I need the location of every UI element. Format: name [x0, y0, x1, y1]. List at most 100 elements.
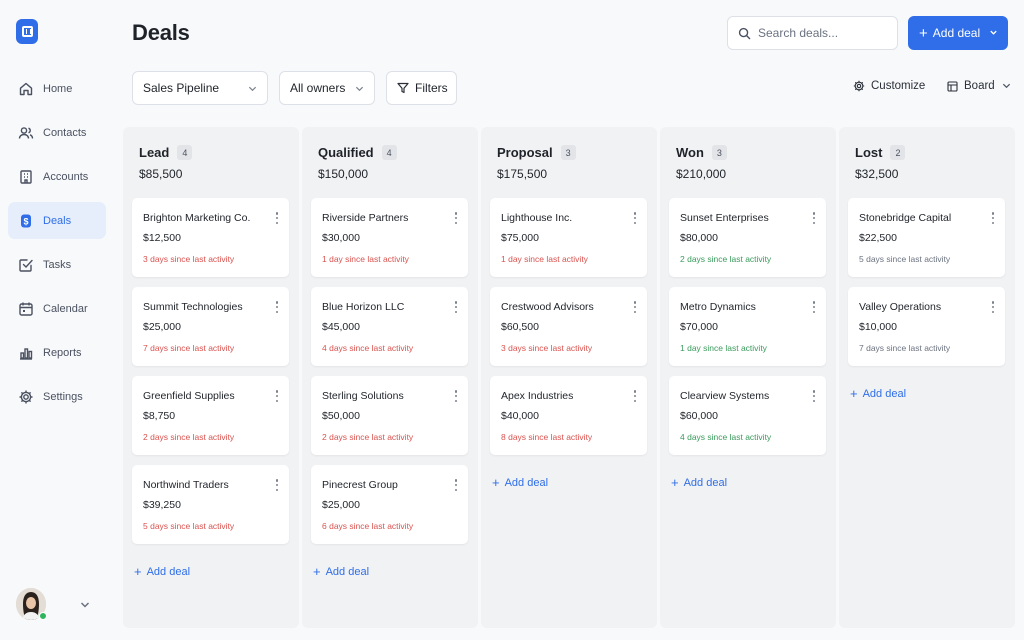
deal-name: Northwind Traders — [143, 479, 229, 491]
more-vertical-icon[interactable] — [454, 479, 458, 491]
sidebar-item-contacts[interactable]: Contacts — [8, 114, 106, 151]
deal-activity: 2 days since last activity — [143, 432, 235, 442]
column-lead: Lead 4 $85,500 Brighton Marketing Co. $12,50… — [123, 127, 299, 628]
sidebar: Home Contacts Accounts $ Deals Tasks Cal… — [0, 0, 116, 640]
more-vertical-icon[interactable] — [454, 390, 458, 402]
deal-value: $22,500 — [859, 232, 897, 244]
add-deal-in-column-button[interactable]: + Add deal — [134, 565, 190, 578]
pipeline-select[interactable]: Sales Pipeline — [132, 71, 268, 105]
deal-card[interactable]: Brighton Marketing Co. $12,500 3 days sinc… — [132, 198, 289, 277]
avatar[interactable] — [16, 588, 47, 620]
users-icon — [18, 125, 34, 141]
column-count-badge: 3 — [711, 145, 727, 160]
more-vertical-icon[interactable] — [454, 301, 458, 313]
deal-card[interactable]: Pinecrest Group $25,000 6 days since last … — [311, 465, 468, 544]
page-title: Deals — [132, 20, 190, 45]
add-deal-button[interactable]: + Add deal — [908, 16, 1008, 50]
deal-card[interactable]: Greenfield Supplies $8,750 2 days since la… — [132, 376, 289, 455]
more-vertical-icon[interactable] — [275, 212, 279, 224]
sidebar-item-reports[interactable]: Reports — [8, 334, 106, 371]
view-toggle-label: Board — [964, 80, 995, 92]
sidebar-item-label: Contacts — [43, 126, 87, 139]
deal-card[interactable]: Apex Industries $40,000 8 days since last … — [490, 376, 647, 455]
deal-card[interactable]: Summit Technologies $25,000 7 days since l… — [132, 287, 289, 366]
home-icon — [18, 81, 34, 97]
more-vertical-icon[interactable] — [812, 301, 816, 313]
column-header: Qualified 4 — [318, 145, 397, 160]
deal-value: $70,000 — [680, 321, 718, 333]
deal-value: $25,000 — [322, 499, 360, 511]
more-vertical-icon[interactable] — [454, 212, 458, 224]
sidebar-item-deals[interactable]: $ Deals — [8, 202, 106, 239]
owners-select[interactable]: All owners — [279, 71, 375, 105]
sidebar-item-home[interactable]: Home — [8, 70, 106, 107]
deal-card[interactable]: Sterling Solutions $50,000 2 days since la… — [311, 376, 468, 455]
deal-name: Lighthouse Inc. — [501, 212, 573, 224]
deal-card[interactable]: Lighthouse Inc. $75,000 1 day since last a… — [490, 198, 647, 277]
add-deal-in-column-button[interactable]: + Add deal — [671, 476, 727, 489]
more-vertical-icon[interactable] — [633, 212, 637, 224]
deal-card[interactable]: Valley Operations $10,000 7 days since las… — [848, 287, 1005, 366]
deal-activity: 7 days since last activity — [859, 343, 951, 353]
sidebar-nav: Home Contacts Accounts $ Deals Tasks Cal… — [8, 70, 106, 422]
deal-value: $40,000 — [501, 410, 539, 422]
sidebar-item-accounts[interactable]: Accounts — [8, 158, 106, 195]
column-header: Won 3 — [676, 145, 727, 160]
more-vertical-icon[interactable] — [275, 301, 279, 313]
add-deal-in-column-button[interactable]: + Add deal — [492, 476, 548, 489]
deal-card[interactable]: Sunset Enterprises $80,000 2 days since la… — [669, 198, 826, 277]
gear-icon — [18, 389, 34, 405]
deal-name: Sterling Solutions — [322, 390, 404, 402]
deal-card[interactable]: Blue Horizon LLC $45,000 4 days since last… — [311, 287, 468, 366]
search-input[interactable] — [758, 26, 888, 40]
customize-label: Customize — [871, 80, 926, 92]
filters-button[interactable]: Filters — [386, 71, 457, 105]
column-total: $150,000 — [318, 167, 369, 181]
chevron-down-icon — [355, 86, 364, 92]
deal-name: Pinecrest Group — [322, 479, 398, 491]
chevron-down-icon[interactable] — [989, 28, 998, 37]
app-logo-icon[interactable] — [16, 19, 38, 44]
sidebar-item-label: Accounts — [43, 170, 89, 183]
deal-activity: 3 days since last activity — [143, 254, 235, 264]
column-total: $175,500 — [497, 167, 548, 181]
sidebar-item-tasks[interactable]: Tasks — [8, 246, 106, 283]
more-vertical-icon[interactable] — [633, 390, 637, 402]
view-toggle-button[interactable]: Board — [947, 80, 1011, 92]
deal-activity: 5 days since last activity — [859, 254, 951, 264]
more-vertical-icon[interactable] — [991, 212, 995, 224]
deal-activity: 3 days since last activity — [501, 343, 593, 353]
more-vertical-icon[interactable] — [275, 390, 279, 402]
column-proposal: Proposal 3 $175,500 Lighthouse Inc. $75,000 1… — [481, 127, 657, 628]
deal-card[interactable]: Stonebridge Capital $22,500 5 days since l… — [848, 198, 1005, 277]
more-vertical-icon[interactable] — [812, 212, 816, 224]
add-deal-in-column-button[interactable]: + Add deal — [313, 565, 369, 578]
sidebar-item-calendar[interactable]: Calendar — [8, 290, 106, 327]
user-menu[interactable] — [16, 588, 47, 620]
add-deal-in-column-button[interactable]: + Add deal — [850, 387, 906, 400]
plus-icon: + — [919, 24, 928, 42]
deal-activity: 1 day since last activity — [680, 343, 767, 353]
deal-card[interactable]: Crestwood Advisors $60,500 3 days since la… — [490, 287, 647, 366]
deal-name: Brighton Marketing Co. — [143, 212, 251, 224]
deal-card[interactable]: Northwind Traders $39,250 5 days since las… — [132, 465, 289, 544]
sidebar-item-settings[interactable]: Settings — [8, 378, 106, 415]
deal-activity: 1 day since last activity — [322, 254, 409, 264]
deal-card[interactable]: Clearview Systems $60,000 4 days since las… — [669, 376, 826, 455]
deal-activity: 2 days since last activity — [322, 432, 414, 442]
search-box[interactable] — [727, 16, 898, 50]
sidebar-item-label: Tasks — [43, 258, 72, 271]
deal-card[interactable]: Riverside Partners $30,000 1 day since las… — [311, 198, 468, 277]
customize-button[interactable]: Customize — [853, 80, 925, 92]
deal-name: Greenfield Supplies — [143, 390, 235, 402]
column-header: Lead 4 — [139, 145, 193, 160]
more-vertical-icon[interactable] — [275, 479, 279, 491]
deal-activity: 5 days since last activity — [143, 521, 235, 531]
deal-card[interactable]: Metro Dynamics $70,000 1 day since last ac… — [669, 287, 826, 366]
chevron-down-icon[interactable] — [79, 600, 91, 610]
more-vertical-icon[interactable] — [991, 301, 995, 313]
more-vertical-icon[interactable] — [633, 301, 637, 313]
more-vertical-icon[interactable] — [812, 390, 816, 402]
deal-value: $60,000 — [680, 410, 718, 422]
column-total: $32,500 — [855, 167, 899, 181]
